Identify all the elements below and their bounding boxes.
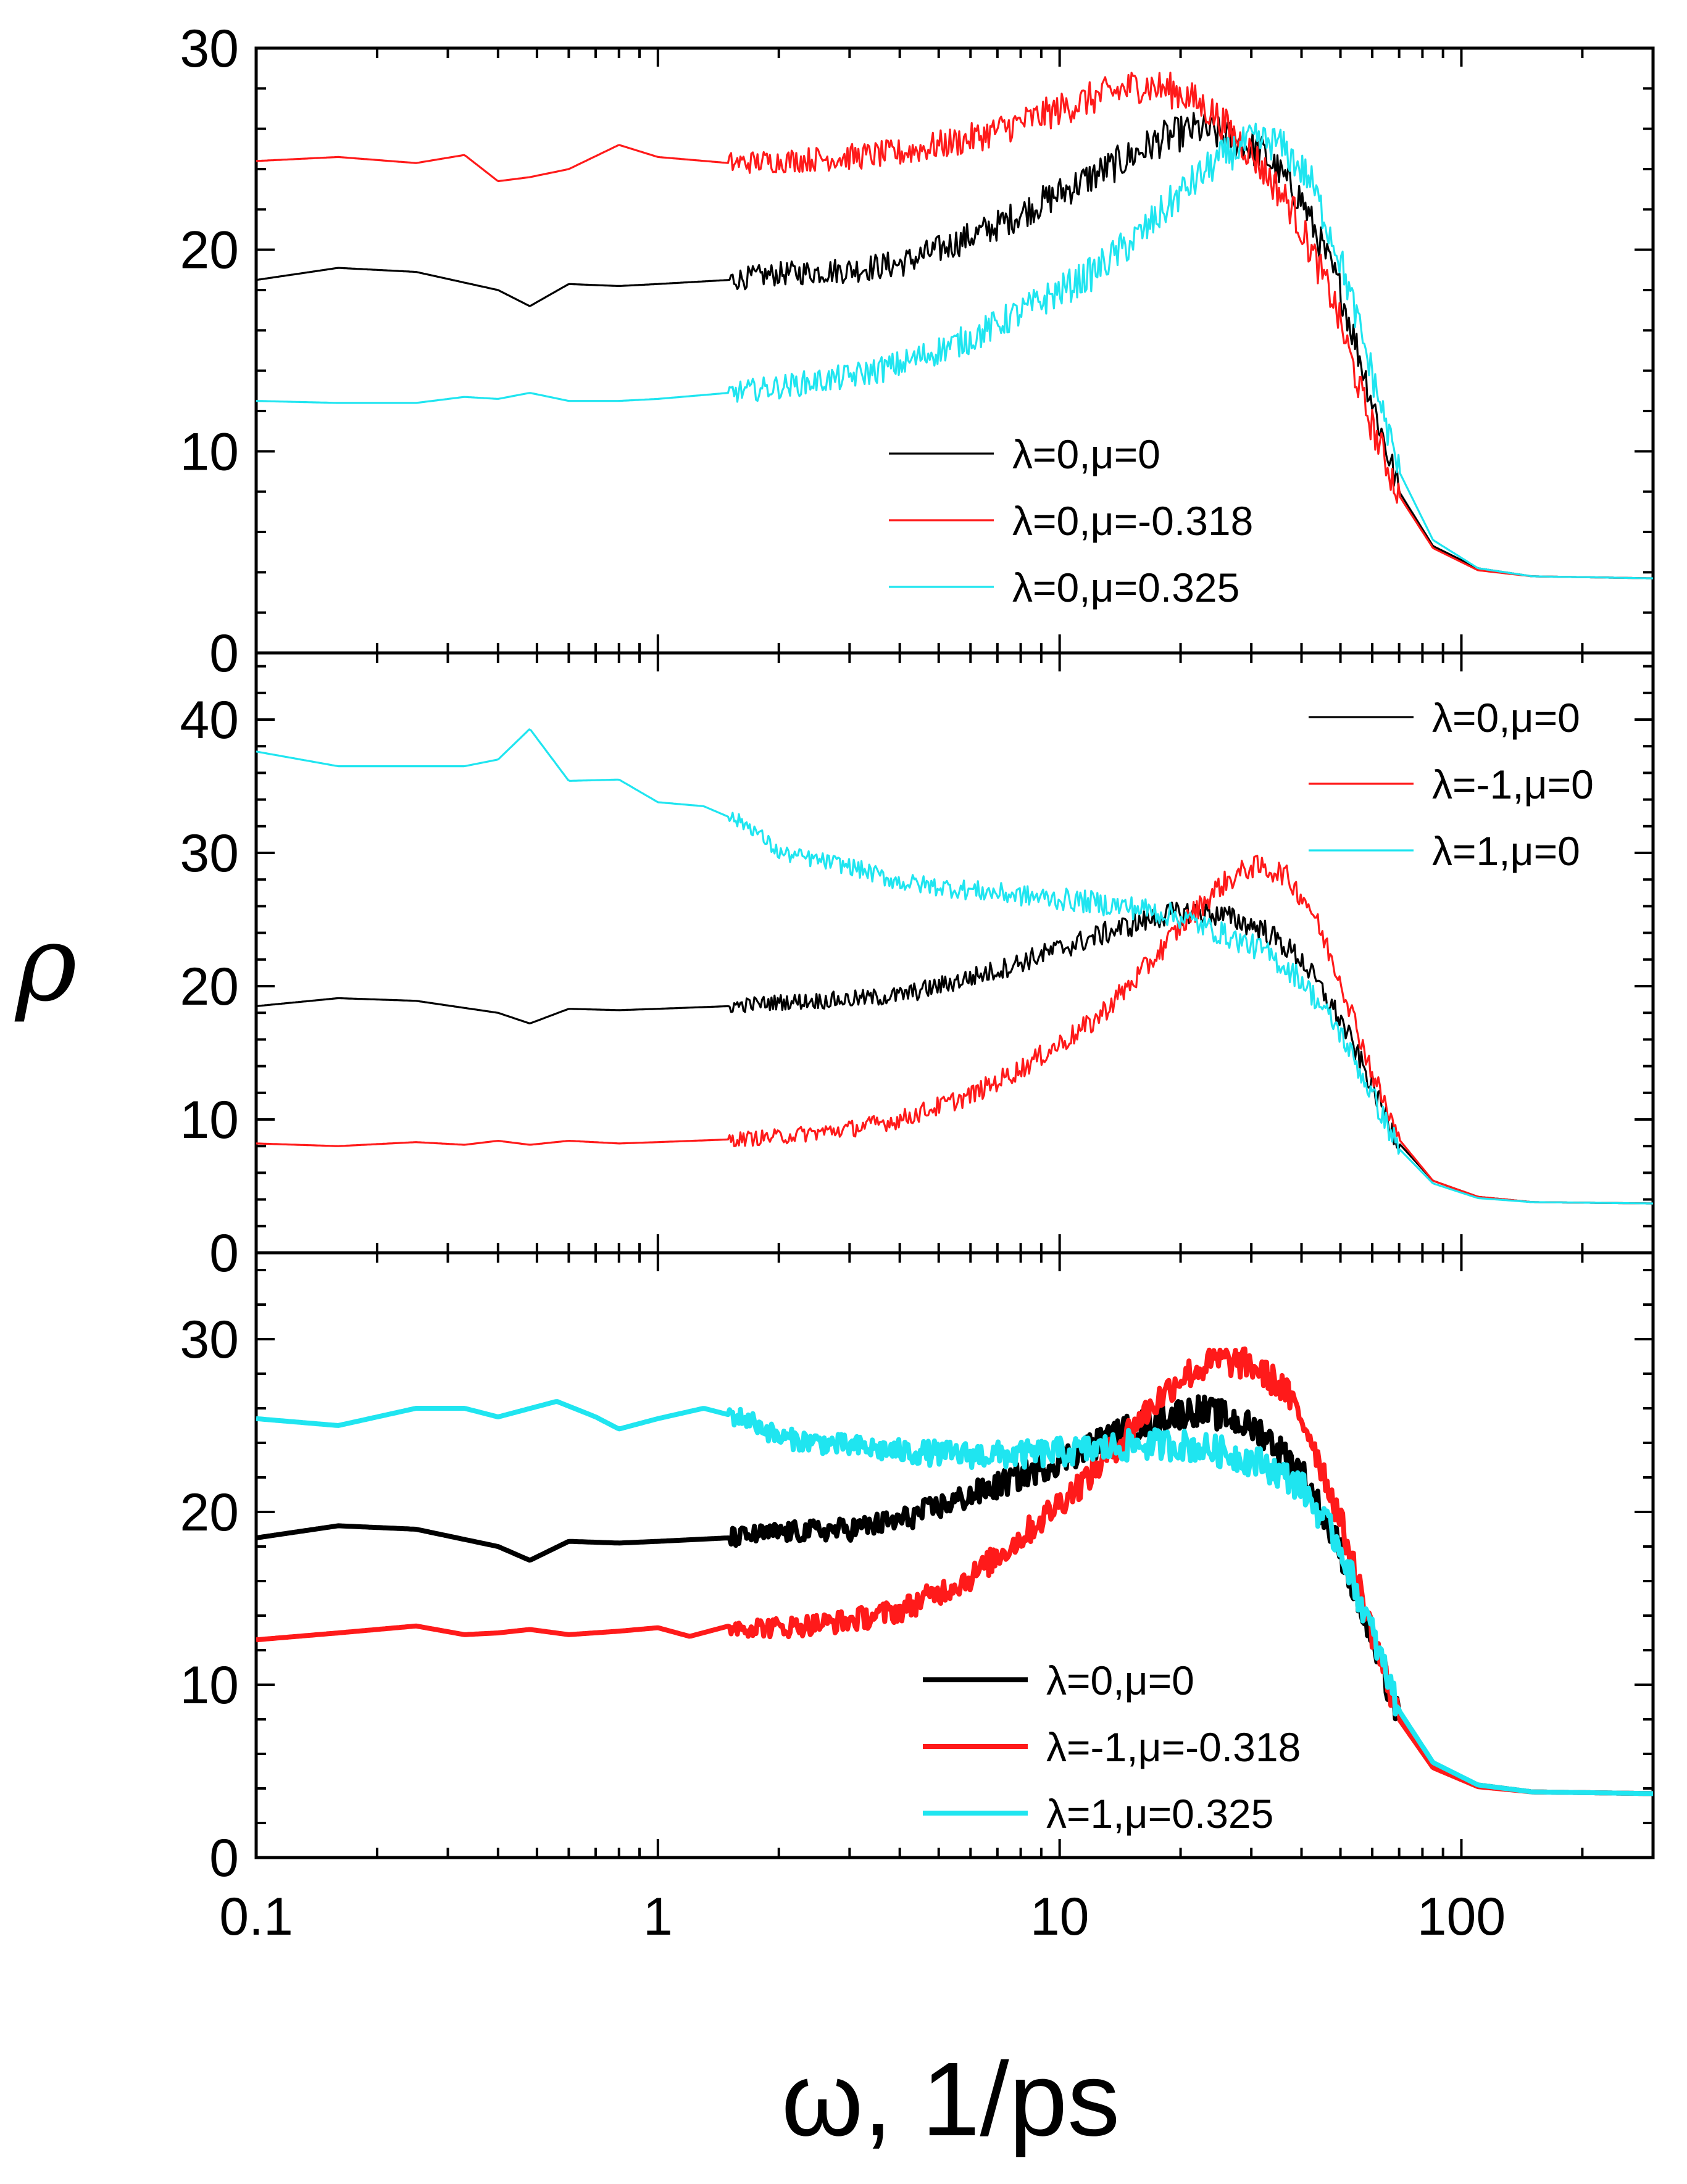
y-ticks	[256, 1269, 1653, 1859]
x-tick-label: 100	[1417, 1887, 1506, 1946]
series-group	[256, 1346, 1653, 1796]
legend: λ=0,μ=0 λ=-1,μ=-0.318 λ=1,μ=0.325	[923, 1658, 1301, 1837]
series-group	[256, 72, 1653, 579]
series-line-1	[256, 901, 1653, 1205]
x-tick-label: 1	[643, 1887, 673, 1946]
legend-label: λ=1,μ=0.325	[1046, 1791, 1273, 1837]
y-tick-label: 20	[180, 221, 239, 280]
x-axis-label: ω, 1/ps	[781, 2041, 1120, 2158]
series-line-2	[256, 1346, 1653, 1796]
y-tick-label: 30	[180, 1310, 239, 1369]
y-tick-label: 20	[180, 1483, 239, 1542]
legend-label: λ=1,μ=0	[1432, 828, 1580, 874]
y-tick-label: 10	[180, 1656, 239, 1715]
series-line-3	[256, 728, 1653, 1205]
y-tick-label: 30	[180, 824, 239, 883]
x-ticks	[255, 48, 1654, 653]
legend-label: λ=-1,μ=0	[1432, 762, 1594, 807]
x-tick-labels: 0.1 1 10 100	[219, 1887, 1506, 1946]
y-ticks	[256, 47, 1653, 654]
panel-bottom: 0 10 20 30 λ=0,μ=0 λ=-1,μ=-0.318 λ=1,μ=0.325	[180, 1251, 1655, 1888]
legend-label: λ=0,μ=0.325	[1012, 565, 1239, 610]
y-tick-label: 0	[209, 624, 239, 683]
panels: 0 10 20 30 λ=0,μ=0 λ=0,μ=-0.318 λ=0,μ=0.325 0 10…	[180, 19, 1655, 1888]
x-ticks	[255, 653, 1654, 1253]
y-axis-label: ρ	[14, 903, 77, 1025]
plot-frame	[254, 1251, 1655, 1859]
panel-top: 0 10 20 30 λ=0,μ=0 λ=0,μ=-0.318 λ=0,μ=0.325	[180, 19, 1655, 683]
legend-label: λ=-1,μ=-0.318	[1046, 1724, 1301, 1770]
y-tick-label: 20	[180, 957, 239, 1016]
y-tick-label: 30	[180, 19, 239, 78]
legend-label: λ=0,μ=0	[1046, 1658, 1194, 1703]
legend-label: λ=0,μ=0	[1012, 431, 1160, 477]
legend: λ=0,μ=0 λ=0,μ=-0.318 λ=0,μ=0.325	[889, 431, 1253, 610]
x-tick-label: 0.1	[219, 1887, 293, 1946]
series-line-2	[256, 855, 1653, 1205]
plot-frame	[254, 651, 1655, 1255]
y-tick-label: 0	[209, 1224, 239, 1283]
series-line-1	[256, 112, 1653, 579]
x-tick-label: 10	[1030, 1887, 1089, 1946]
y-tick-label: 40	[180, 691, 239, 750]
series-line-2	[256, 72, 1653, 579]
y-ticks	[256, 665, 1653, 1254]
y-tick-label: 0	[209, 1829, 239, 1888]
legend-label: λ=0,μ=0	[1432, 695, 1580, 741]
series-line-3	[256, 122, 1653, 579]
legend-label: λ=0,μ=-0.318	[1012, 498, 1253, 544]
series-group	[256, 728, 1653, 1205]
panel-middle: 0 10 20 30 40 λ=0,μ=0 λ=-1,μ=0 λ=1,μ=0	[180, 651, 1655, 1283]
y-tick-label: 10	[180, 422, 239, 481]
x-ticks	[255, 1253, 1654, 1858]
legend: λ=0,μ=0 λ=-1,μ=0 λ=1,μ=0	[1309, 695, 1594, 874]
y-tick-label: 10	[180, 1090, 239, 1150]
series-line-3	[256, 1399, 1653, 1796]
